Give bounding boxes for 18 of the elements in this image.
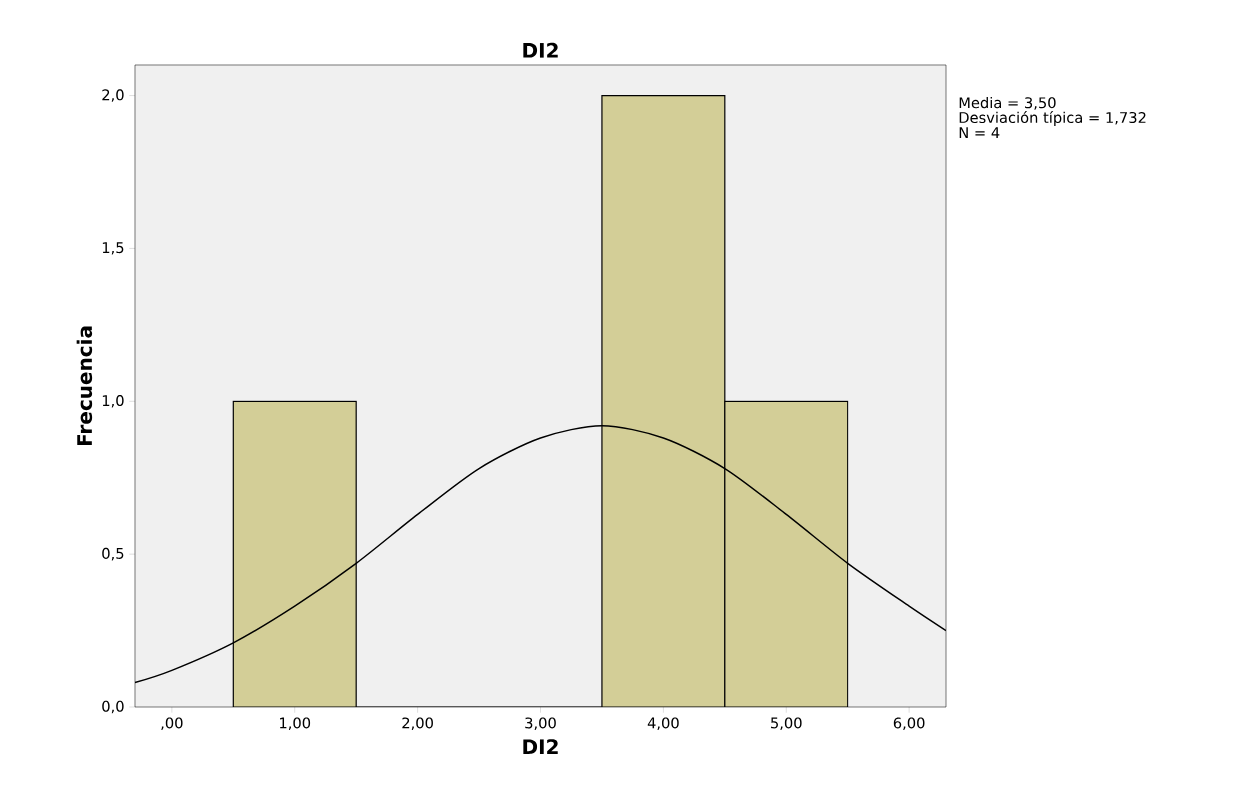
x-tick-label: 5,00 xyxy=(771,717,802,730)
y-tick-label: 0,0 xyxy=(102,700,124,714)
y-axis-title: Frecuencia xyxy=(76,326,93,446)
chart-title: DI2 xyxy=(523,42,558,58)
x-tick-label: 1,00 xyxy=(280,717,311,730)
text: Media = 3,50 xyxy=(959,96,1056,110)
text: N = 4 xyxy=(959,127,1000,138)
x-axis-title: DI2 xyxy=(523,739,558,754)
x-tick-label: 3,00 xyxy=(525,717,556,730)
y-tick-label: 1,5 xyxy=(102,242,124,255)
y-tick-label: 1,0 xyxy=(102,395,124,408)
text: Desviación típica = 1,732 xyxy=(959,111,1146,126)
x-tick-label: 4,00 xyxy=(647,717,679,730)
x-tick-label: 6,00 xyxy=(893,717,925,730)
x-tick-label: 2,00 xyxy=(402,717,433,730)
x-tick-label: ,00 xyxy=(161,717,183,730)
y-tick-label: 0,5 xyxy=(102,547,124,561)
y-tick-label: 2,0 xyxy=(102,89,124,102)
